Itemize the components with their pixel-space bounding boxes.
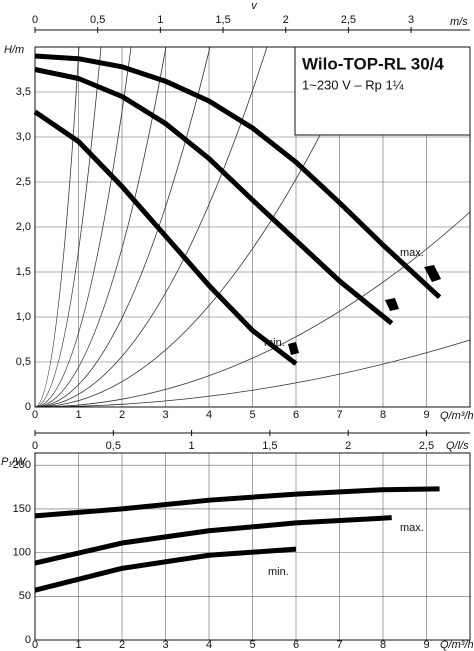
y-tick-label: 0 <box>25 401 31 413</box>
x-tick-label: 0 <box>32 409 38 421</box>
series-line <box>34 486 440 519</box>
series-line <box>33 109 298 366</box>
x-tick-label: 1 <box>75 639 81 651</box>
curve-marker <box>385 298 399 311</box>
x-tick-label: 8 <box>380 409 386 421</box>
x2-axis-label: Q/l/s <box>446 440 469 452</box>
system-curve <box>34 46 167 408</box>
y-tick-label: 100 <box>13 547 31 559</box>
x2-axis-unit: m/s <box>450 16 468 28</box>
plot-frame <box>34 46 471 408</box>
x-tick-label: 3 <box>162 409 168 421</box>
x2-tick-label: 1,5 <box>262 440 277 452</box>
system-curve <box>34 339 471 408</box>
x-tick-label: 6 <box>293 409 299 421</box>
x-tick-label: 4 <box>206 409 212 421</box>
x-tick-label: 2 <box>119 639 125 651</box>
x-tick-label: 2 <box>119 409 125 421</box>
x-tick-label: 0 <box>32 639 38 651</box>
x2-tick-label: 3 <box>408 14 414 26</box>
plot-frame <box>34 452 471 641</box>
x2-tick-label: 2,5 <box>341 14 356 26</box>
x-tick-label: 7 <box>336 639 342 651</box>
y-tick-label: 0 <box>25 634 31 646</box>
series-label: max. <box>400 522 424 534</box>
x2-tick-label: 1 <box>189 440 195 452</box>
system-curve <box>34 46 132 408</box>
y-tick-label: 2,0 <box>16 221 31 233</box>
y-tick-label: 50 <box>19 590 31 602</box>
x-tick-label: 5 <box>249 639 255 651</box>
x-tick-label: 7 <box>336 409 342 421</box>
y-tick-label: 3,5 <box>16 86 31 98</box>
x2-tick-label: 2 <box>345 440 351 452</box>
curve-marker <box>288 342 299 355</box>
x2-tick-label: 0 <box>32 14 38 26</box>
y-tick-label: 1,0 <box>16 311 31 323</box>
x2-tick-label: 1 <box>157 14 163 26</box>
y-tick-label: 1,5 <box>16 266 31 278</box>
series-line <box>34 515 392 566</box>
series-label: min. <box>268 566 289 578</box>
series-line <box>34 53 442 300</box>
system-curve <box>34 46 268 408</box>
x-tick-label: 1 <box>75 409 81 421</box>
y-axis-label: P₁/W <box>1 456 27 468</box>
curve-marker <box>424 265 441 282</box>
series-label: max. <box>400 247 424 259</box>
x-tick-label: 8 <box>380 639 386 651</box>
y-tick-label: 0,5 <box>16 356 31 368</box>
x2-tick-label: 0 <box>32 440 38 452</box>
system-curve <box>34 46 102 408</box>
x-tick-label: 9 <box>423 639 429 651</box>
x2-tick-label: 2 <box>283 14 289 26</box>
series-line <box>34 67 394 326</box>
chart-subtitle: 1~230 V – Rp 1¼ <box>302 77 404 92</box>
y-tick-label: 150 <box>13 503 31 515</box>
y-axis-label: H/m <box>4 44 24 56</box>
x2-tick-label: 2,5 <box>419 440 434 452</box>
x-tick-label: 6 <box>293 639 299 651</box>
title-box <box>294 46 471 136</box>
x-tick-label: 9 <box>423 409 429 421</box>
x-tick-label: 4 <box>206 639 212 651</box>
system-curve <box>34 46 364 408</box>
x-tick-label: 5 <box>249 409 255 421</box>
chart-title: Wilo-TOP-RL 30/4 <box>302 54 444 73</box>
x-axis-label: Q/m³/h <box>440 639 474 651</box>
series-label: min. <box>264 337 285 349</box>
x2-tick-label: 0,5 <box>106 440 121 452</box>
y-tick-label: 200 <box>13 459 31 471</box>
x-axis-label: Q/m³/h <box>440 410 474 422</box>
y-tick-label: 2,5 <box>16 176 31 188</box>
series-line <box>34 546 297 593</box>
y-tick-label: 3,0 <box>16 131 31 143</box>
x2-tick-label: 0,5 <box>90 14 105 26</box>
x-tick-label: 3 <box>162 639 168 651</box>
system-curve <box>34 211 471 408</box>
x2-tick-label: 1,5 <box>215 14 230 26</box>
x2-axis-label: v <box>251 0 258 12</box>
